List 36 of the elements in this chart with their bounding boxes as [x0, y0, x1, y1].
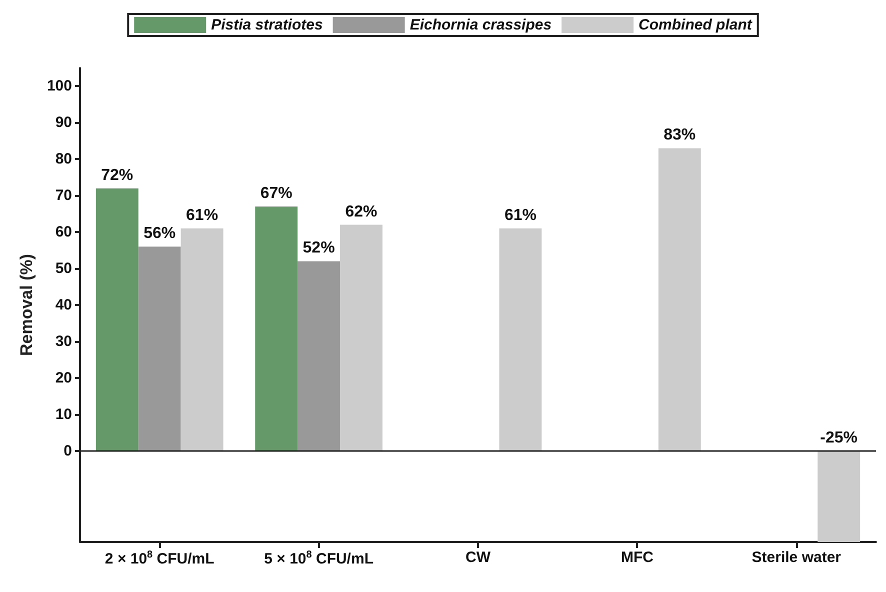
y-tick-label: 60	[55, 224, 72, 241]
y-tick-label: 100	[46, 78, 72, 95]
legend-label: Pistia stratiotes	[211, 16, 323, 34]
data-label: 67%	[260, 185, 292, 202]
y-tick-label: 80	[55, 150, 72, 168]
y-tick-label: 50	[55, 260, 72, 278]
data-label: -25%	[820, 429, 858, 446]
x-tick-label: MFC	[620, 549, 654, 566]
y-tick-label: 40	[55, 296, 72, 314]
x-tick-label: CW	[466, 549, 492, 566]
bar	[298, 261, 340, 451]
data-label: 56%	[144, 225, 176, 242]
data-label: 62%	[345, 203, 378, 220]
data-label: 83%	[664, 126, 696, 144]
y-tick-label: 0	[64, 442, 72, 460]
y-tick-label: 70	[55, 187, 72, 204]
data-label: 61%	[186, 206, 218, 224]
y-tick-label: 20	[55, 369, 72, 386]
data-label: 61%	[504, 206, 536, 224]
legend-label: Eichornia crassipes	[410, 16, 552, 34]
bar	[818, 450, 860, 542]
bar	[180, 228, 224, 451]
data-label: 52%	[302, 240, 335, 257]
bar	[658, 148, 701, 451]
y-axis-title: Removal (%)	[17, 254, 36, 356]
bar	[340, 224, 382, 451]
x-tick-label: Sterile water	[752, 549, 842, 566]
legend-label: Combined plant	[638, 16, 753, 34]
y-tick-label: 10	[55, 406, 72, 423]
y-tick-label: 30	[55, 332, 72, 350]
bar	[138, 246, 181, 451]
bar	[499, 228, 542, 451]
data-label: 72%	[101, 166, 134, 184]
bar	[255, 206, 298, 451]
y-tick-label: 90	[55, 114, 72, 132]
bar	[96, 188, 138, 451]
